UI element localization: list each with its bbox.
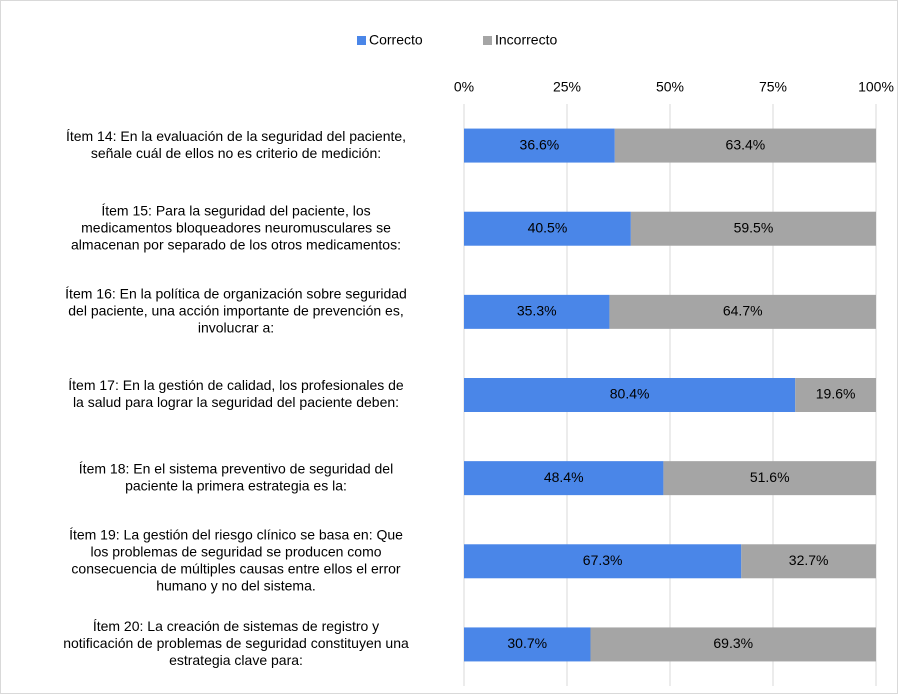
- category-label: estrategia clave para:: [169, 652, 303, 668]
- data-label: 19.6%: [816, 386, 856, 402]
- category-label: señale cuál de ellos no es criterio de m…: [91, 145, 381, 161]
- bar-segment: [741, 544, 876, 579]
- bar-segment: [614, 128, 876, 163]
- category-label: Ítem 15: Para la seguridad del paciente,…: [101, 202, 370, 218]
- bar-segment: [590, 627, 876, 662]
- bar-segment: [464, 294, 610, 329]
- bar-segment: [630, 211, 876, 246]
- category-label: Ítem 17: En la gestión de calidad, los p…: [68, 377, 404, 393]
- bar-segment: [609, 294, 876, 329]
- bar-segment: [464, 544, 742, 579]
- category-label: Ítem 19: La gestión del riesgo clínico s…: [69, 526, 403, 542]
- category-label: Ítem 18: En el sistema preventivo de seg…: [79, 460, 393, 476]
- data-label: 63.4%: [726, 136, 766, 152]
- data-label: 32.7%: [789, 552, 829, 568]
- category-label: Ítem 14: En la evaluación de la segurida…: [66, 128, 406, 144]
- data-label: 64.7%: [723, 303, 763, 319]
- category-label: los problemas de seguridad se producen c…: [90, 543, 381, 559]
- category-label: Ítem 20: La creación de sistemas de regi…: [93, 618, 379, 634]
- category-label: medicamentos bloqueadores neuromusculare…: [81, 219, 391, 235]
- data-label: 30.7%: [507, 635, 547, 651]
- bar-segment: [464, 211, 631, 246]
- category-label: consecuencia de múltiples causas entre e…: [71, 560, 401, 576]
- category-label: notificación de problemas de seguridad c…: [63, 635, 409, 651]
- bar-segment: [464, 378, 796, 412]
- bar-segment: [464, 128, 615, 163]
- x-tick-label: 25%: [553, 79, 581, 95]
- data-label: 80.4%: [610, 386, 650, 402]
- data-label: 69.3%: [713, 635, 753, 651]
- data-label: 67.3%: [583, 552, 623, 568]
- legend-swatch: [357, 36, 366, 45]
- bar-segment: [464, 627, 591, 662]
- category-label: humano y no del sistema.: [156, 577, 316, 593]
- category-label: paciente la primera estrategia es la:: [125, 477, 347, 493]
- category-label: almacenan por separado de los otros medi…: [71, 236, 401, 252]
- x-tick-label: 50%: [656, 79, 684, 95]
- data-label: 51.6%: [750, 469, 790, 485]
- data-label: 36.6%: [520, 136, 560, 152]
- data-label: 35.3%: [517, 303, 557, 319]
- category-label: la salud para lograr la seguridad del pa…: [73, 394, 399, 410]
- bar-segment: [795, 378, 876, 412]
- bar-segment: [663, 461, 876, 496]
- legend-label: Incorrecto: [495, 32, 557, 48]
- x-tick-label: 75%: [759, 79, 787, 95]
- x-tick-label: 0%: [454, 79, 474, 95]
- category-label: Ítem 16: En la política de organización …: [65, 286, 407, 302]
- category-label: del paciente, una acción importante de p…: [68, 303, 403, 319]
- bar-segment: [464, 461, 664, 496]
- legend-label: Correcto: [369, 32, 423, 48]
- x-tick-label: 100%: [858, 79, 894, 95]
- legend-swatch: [483, 36, 492, 45]
- data-label: 40.5%: [528, 219, 568, 235]
- data-label: 48.4%: [544, 469, 584, 485]
- category-label: involucrar a:: [198, 320, 274, 336]
- data-label: 59.5%: [734, 219, 774, 235]
